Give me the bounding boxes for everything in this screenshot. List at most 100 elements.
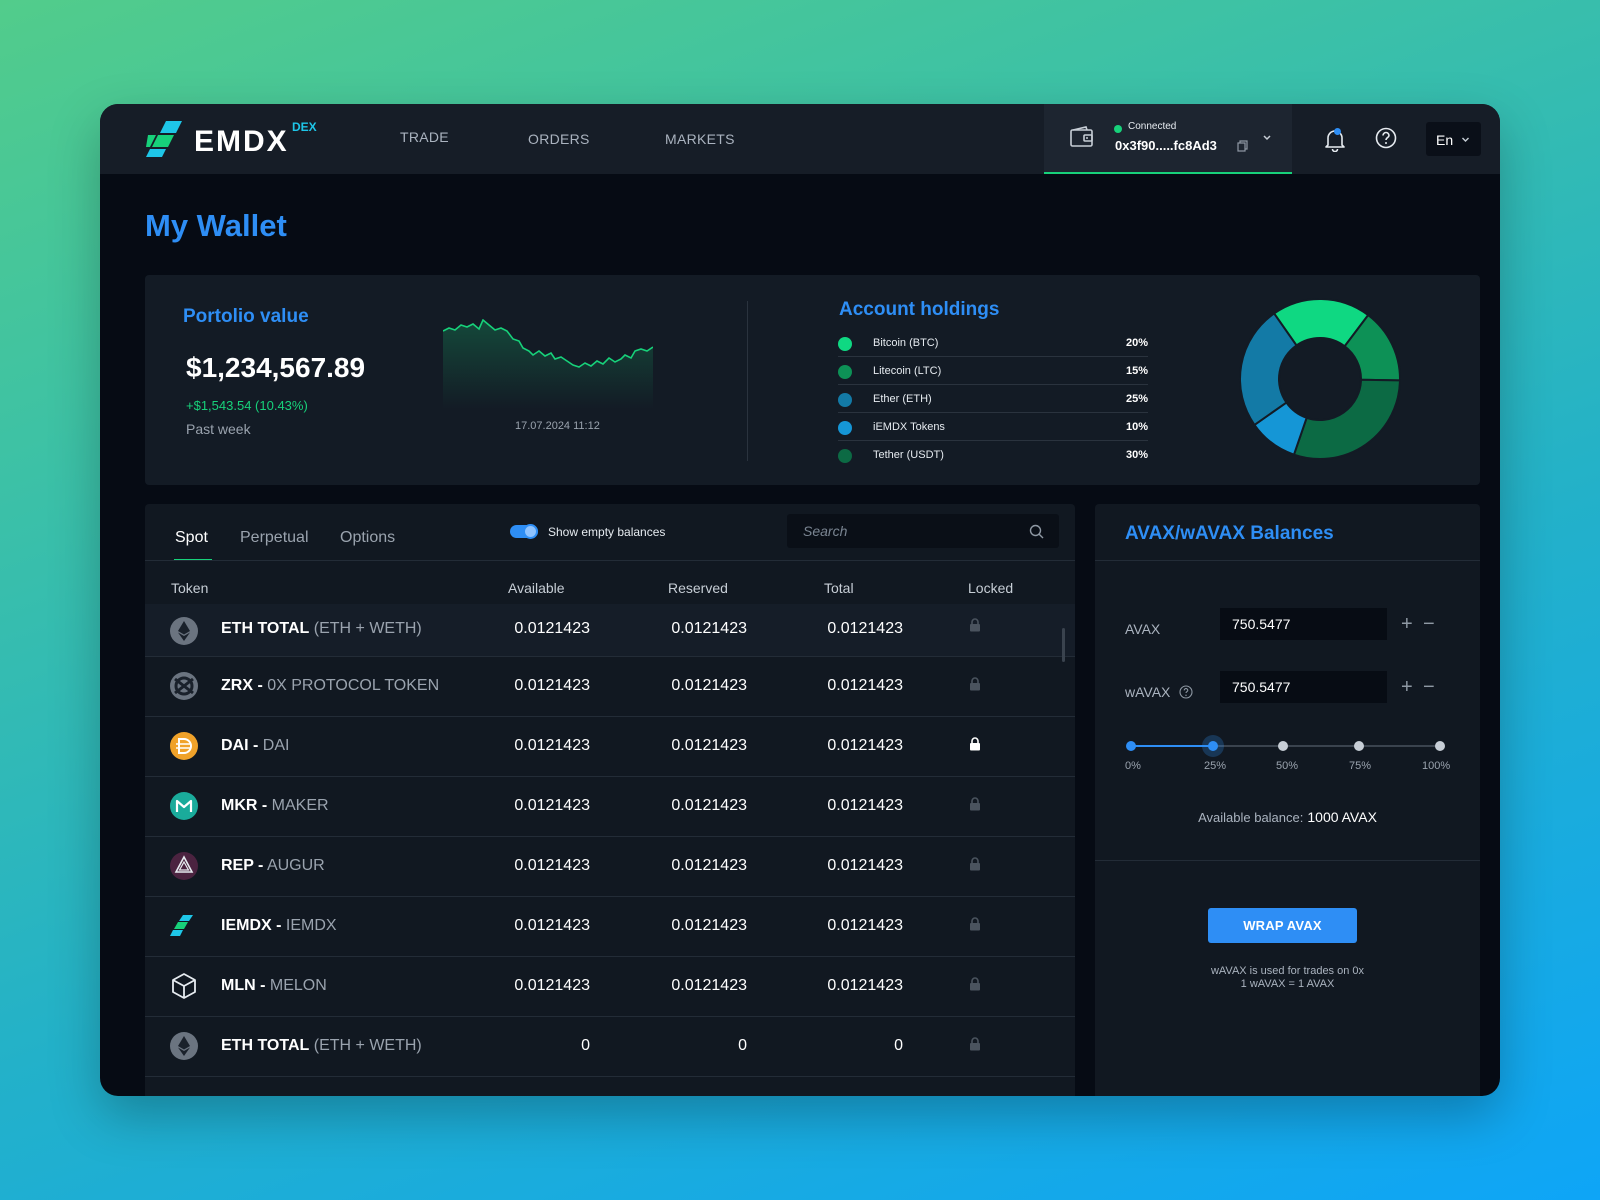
holding-pct: 20% [1125, 337, 1148, 349]
total-value: 0.0121423 [827, 677, 903, 694]
lock-icon[interactable] [969, 797, 981, 816]
nav-markets[interactable]: MARKETS [665, 131, 735, 147]
holding-name: Litecoin (LTC) [873, 365, 942, 377]
table-row[interactable]: DAI - DAI 0.0121423 0.0121423 0.0121423 [145, 717, 1075, 777]
reserved-value: 0.0121423 [671, 977, 747, 994]
mln-icon [169, 971, 199, 1001]
table-row[interactable]: ETH TOTAL (ETH + WETH) 0.0121423 0.0121423… [145, 604, 1075, 657]
rep-icon [169, 851, 199, 881]
amount-slider[interactable]: 0% 25% 50% 75% 100% [1125, 735, 1450, 780]
holding-name: Bitcoin (BTC) [873, 337, 939, 349]
column-header-available[interactable]: Available [508, 580, 565, 596]
available-value: 0.0121423 [514, 620, 590, 637]
token-symbol: ZRX - [221, 677, 263, 694]
token-rows: ETH TOTAL (ETH + WETH) 0.0121423 0.0121423… [145, 604, 1075, 1077]
lock-icon[interactable] [969, 977, 981, 996]
lock-icon[interactable] [969, 857, 981, 876]
legend-dot [838, 421, 852, 435]
zrx-icon [169, 671, 199, 701]
column-header-total[interactable]: Total [824, 580, 854, 596]
legend-dot [838, 449, 852, 463]
reserved-value: 0.0121423 [671, 797, 747, 814]
slider-stop-100[interactable] [1435, 741, 1445, 751]
eth-icon [169, 1031, 199, 1061]
divider [145, 560, 1075, 561]
copy-icon[interactable] [1237, 140, 1248, 152]
column-header-locked[interactable]: Locked [968, 580, 1014, 596]
slider-label: 25% [1204, 760, 1227, 772]
slider-thumb[interactable] [1208, 741, 1218, 751]
token-name: DAI - DAI [221, 737, 289, 755]
search-box[interactable] [787, 514, 1059, 548]
portfolio-period: Past week [186, 421, 251, 437]
divider [1095, 860, 1480, 861]
logo[interactable]: EMDX DEX [146, 120, 317, 161]
token-symbol: DAI - [221, 737, 259, 754]
donut-slice[interactable] [1292, 378, 1402, 460]
table-row[interactable]: REP - AUGUR 0.0121423 0.0121423 0.0121423 [145, 837, 1075, 897]
wavax-amount-input[interactable] [1220, 671, 1387, 703]
lock-icon[interactable] [969, 1037, 981, 1056]
lock-icon[interactable] [969, 618, 981, 637]
holding-row: Litecoin (LTC) 15% [838, 357, 1148, 385]
lock-icon[interactable] [969, 737, 981, 756]
legend-dot [838, 393, 852, 407]
token-full-name: MAKER [271, 797, 329, 814]
donut-slice[interactable] [1239, 312, 1298, 427]
wallet-connect[interactable]: Connected 0x3f90.....fc8Ad3 [1044, 104, 1292, 174]
slider-stop-75[interactable] [1354, 741, 1364, 751]
table-row[interactable]: MLN - MELON 0.0121423 0.0121423 0.0121423 [145, 957, 1075, 1017]
help-icon[interactable] [1375, 127, 1397, 149]
token-symbol: MKR - [221, 797, 268, 814]
search-input[interactable] [787, 514, 1027, 548]
avax-amount-input[interactable] [1220, 608, 1387, 640]
avax-panel: AVAX/wAVAX Balances AVAX + − wAVAX + − 0… [1095, 504, 1480, 1096]
slider-stop-0[interactable] [1126, 741, 1136, 751]
table-row[interactable]: ETH TOTAL (ETH + WETH) 0 0 0 [145, 1017, 1075, 1077]
slider-stop-50[interactable] [1278, 741, 1288, 751]
holdings-donut-chart[interactable] [1238, 297, 1402, 461]
table-row[interactable]: MKR - MAKER 0.0121423 0.0121423 0.0121423 [145, 777, 1075, 837]
logo-text: EMDX [194, 125, 289, 158]
wavax-label: wAVAX [1125, 684, 1171, 700]
table-row[interactable]: ZRX - 0X PROTOCOL TOKEN 0.0121423 0.012142… [145, 657, 1075, 717]
available-value: 0.0121423 [514, 677, 590, 694]
holding-name: Tether (USDT) [873, 449, 944, 461]
portfolio-sparkline[interactable] [443, 319, 653, 409]
info-icon[interactable] [1179, 685, 1193, 699]
token-name: REP - AUGUR [221, 857, 325, 875]
language-select[interactable]: En [1426, 122, 1481, 156]
slider-label: 75% [1349, 760, 1372, 772]
nav-trade[interactable]: TRADE [400, 129, 449, 145]
tab-perpetual[interactable]: Perpetual [240, 529, 309, 546]
wavax-decrement-button[interactable]: − [1423, 676, 1435, 698]
legend-dot [838, 337, 852, 351]
tab-options[interactable]: Options [340, 529, 396, 546]
avax-label: AVAX [1125, 621, 1161, 637]
page-title: My Wallet [145, 208, 287, 243]
table-row[interactable]: IEMDX - IEMDX 0.0121423 0.0121423 0.0121423 [145, 897, 1075, 957]
slider-label: 100% [1422, 760, 1451, 772]
toggle-knob [523, 524, 538, 539]
tab-spot[interactable]: Spot [175, 529, 208, 546]
column-header-token[interactable]: Token [171, 580, 209, 596]
mkr-icon [169, 791, 199, 821]
slider-fill [1131, 745, 1212, 747]
avax-increment-button[interactable]: + [1401, 613, 1413, 635]
search-icon[interactable] [1029, 524, 1044, 539]
chevron-down-icon[interactable] [1262, 134, 1272, 142]
token-full-name: MELON [269, 977, 327, 994]
show-empty-toggle[interactable] [510, 524, 538, 539]
wrap-avax-button[interactable]: WRAP AVAX [1208, 908, 1357, 943]
wallet-icon [1070, 126, 1093, 147]
lock-icon[interactable] [969, 917, 981, 936]
wavax-increment-button[interactable]: + [1401, 676, 1413, 698]
available-value: 0.0121423 [514, 797, 590, 814]
nav-orders[interactable]: ORDERS [528, 131, 590, 147]
eth-icon [169, 616, 199, 646]
scrollbar[interactable] [1062, 628, 1065, 662]
column-header-reserved[interactable]: Reserved [668, 580, 728, 596]
holding-row: Tether (USDT) 30% [838, 441, 1148, 469]
lock-icon[interactable] [969, 677, 981, 696]
avax-decrement-button[interactable]: − [1423, 613, 1435, 635]
